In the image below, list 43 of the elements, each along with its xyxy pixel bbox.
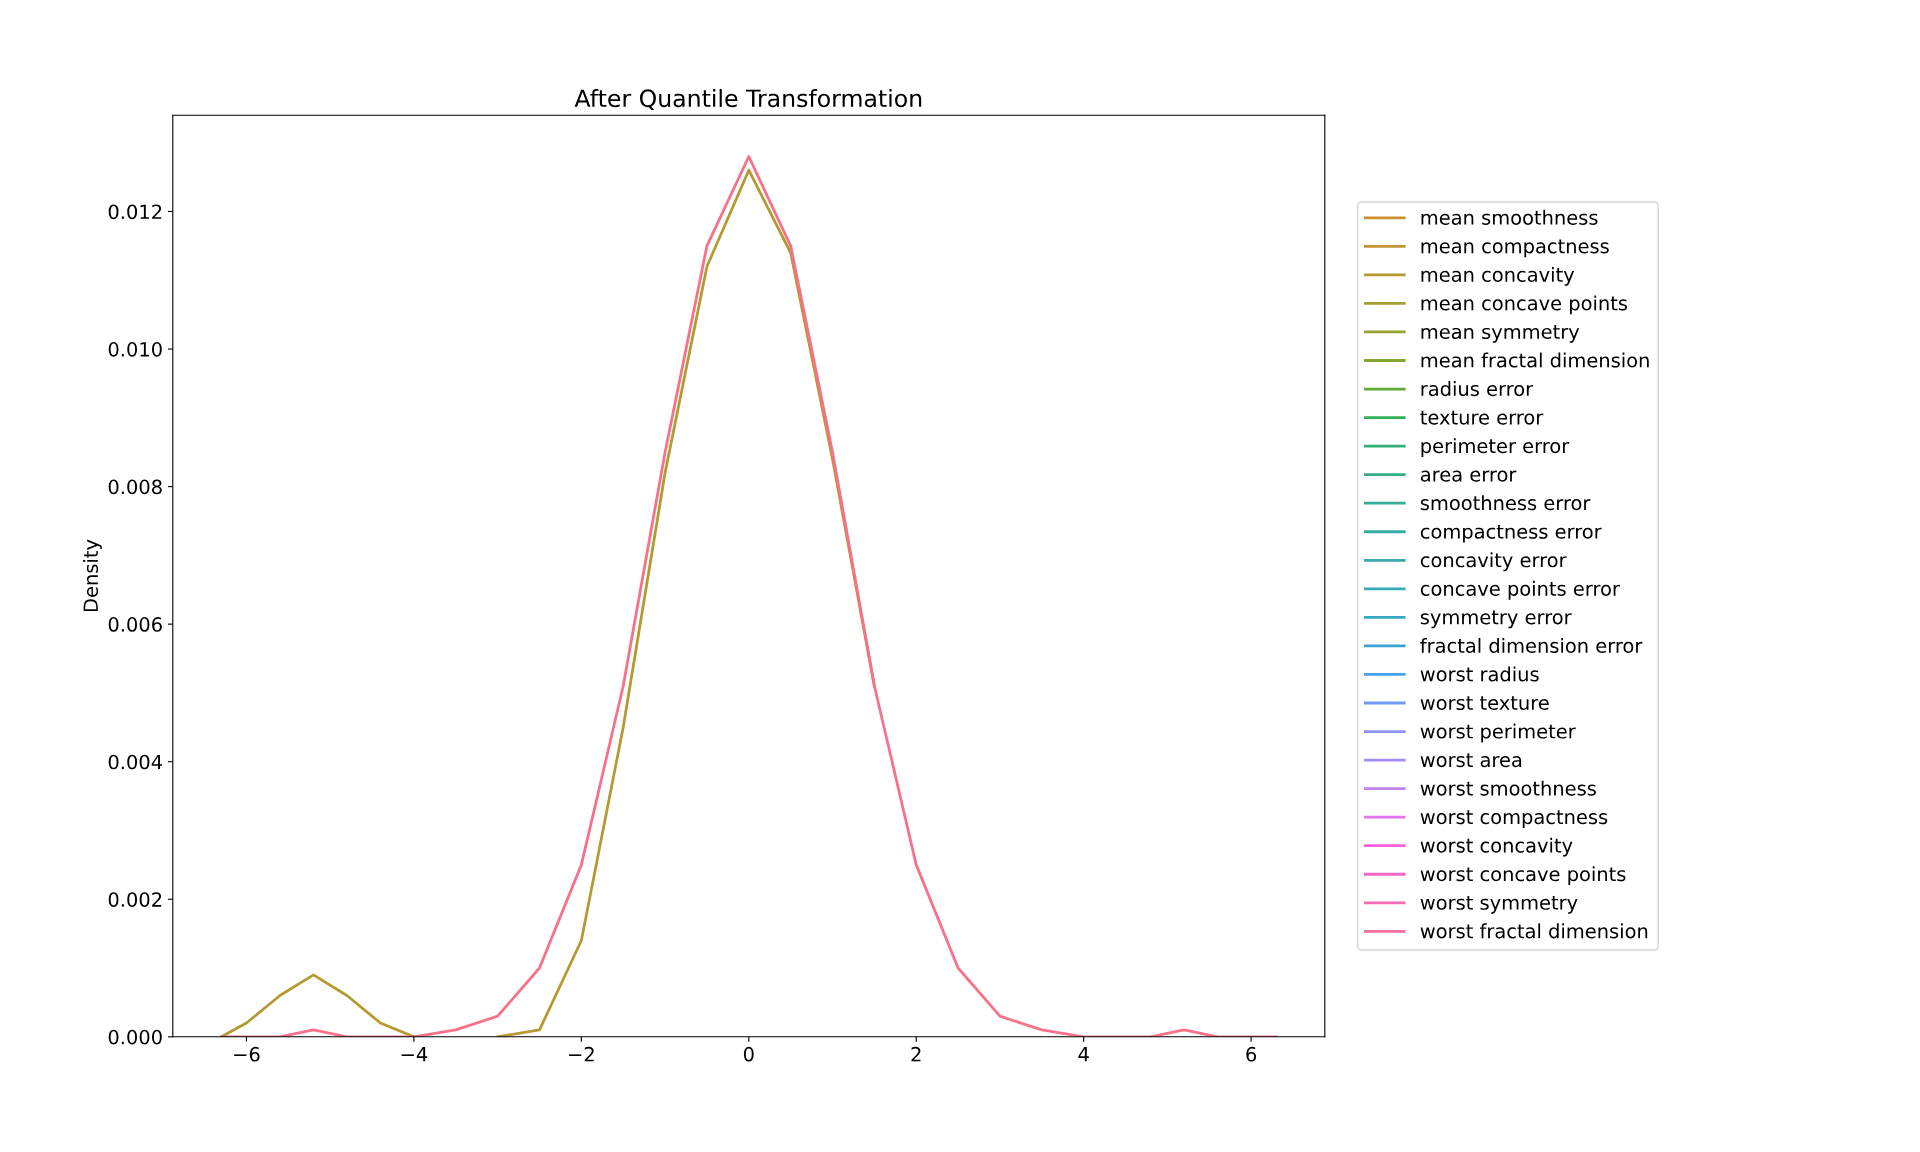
x-tick-label: 4 — [1078, 1047, 1089, 1062]
y-tick-label: 0.008 — [108, 479, 162, 495]
line-series — [219, 155, 1278, 1037]
legend-label: area error — [1420, 470, 1517, 482]
x-tick-label: −4 — [401, 1047, 428, 1062]
legend-label: worst texture — [1420, 696, 1549, 711]
legend-label: fractal dimension error — [1420, 637, 1643, 653]
x-tick-label: −6 — [234, 1046, 260, 1062]
legend-label: worst compactness — [1420, 810, 1608, 829]
y-tick-label: 0.006 — [108, 617, 162, 632]
legend-label: worst area — [1420, 753, 1522, 768]
legend-label: mean compactness — [1421, 239, 1609, 258]
legend-label: worst fractal dimension — [1420, 923, 1648, 939]
legend-label: smoothness error — [1420, 495, 1591, 511]
legend-label: texture error — [1420, 410, 1544, 425]
legend-label: worst concavity — [1420, 837, 1573, 857]
legend-label: concavity error — [1420, 552, 1567, 572]
x-tick-label: 6 — [1246, 1046, 1257, 1062]
x-tick-label: 2 — [911, 1046, 921, 1062]
legend-label: worst radius — [1420, 666, 1539, 682]
legend-label: mean concavity — [1421, 266, 1575, 286]
legend-label: worst smoothness — [1420, 780, 1596, 796]
legend-label: mean symmetry — [1421, 325, 1580, 343]
legend-label: worst perimeter — [1420, 723, 1576, 743]
legend-label: mean fractal dimension — [1421, 352, 1649, 368]
y-axis-title: Density — [83, 539, 102, 612]
chart-title: After Quantile Transformation — [574, 88, 922, 110]
legend-label: mean smoothness — [1421, 209, 1598, 225]
legend-label: radius error — [1421, 381, 1534, 397]
y-tick-label: 0.000 — [108, 1029, 162, 1045]
y-tick-label: 0.010 — [108, 341, 162, 357]
y-tick-label: 0.004 — [108, 754, 162, 770]
legend-label: perimeter error — [1421, 438, 1570, 457]
legend-label: worst concave points — [1420, 866, 1626, 886]
legend-label: compactness error — [1420, 524, 1602, 543]
x-tick-label: 0 — [743, 1046, 754, 1062]
x-tick-label: −2 — [569, 1046, 594, 1062]
y-tick-label: 0.012 — [108, 204, 162, 220]
legend-label: worst symmetry — [1420, 895, 1578, 914]
y-tick-label: 0.002 — [108, 892, 162, 907]
legend-label: symmetry error — [1420, 610, 1572, 629]
legend-label: concave points error — [1420, 580, 1620, 600]
legend-label: mean concave points — [1421, 295, 1628, 315]
